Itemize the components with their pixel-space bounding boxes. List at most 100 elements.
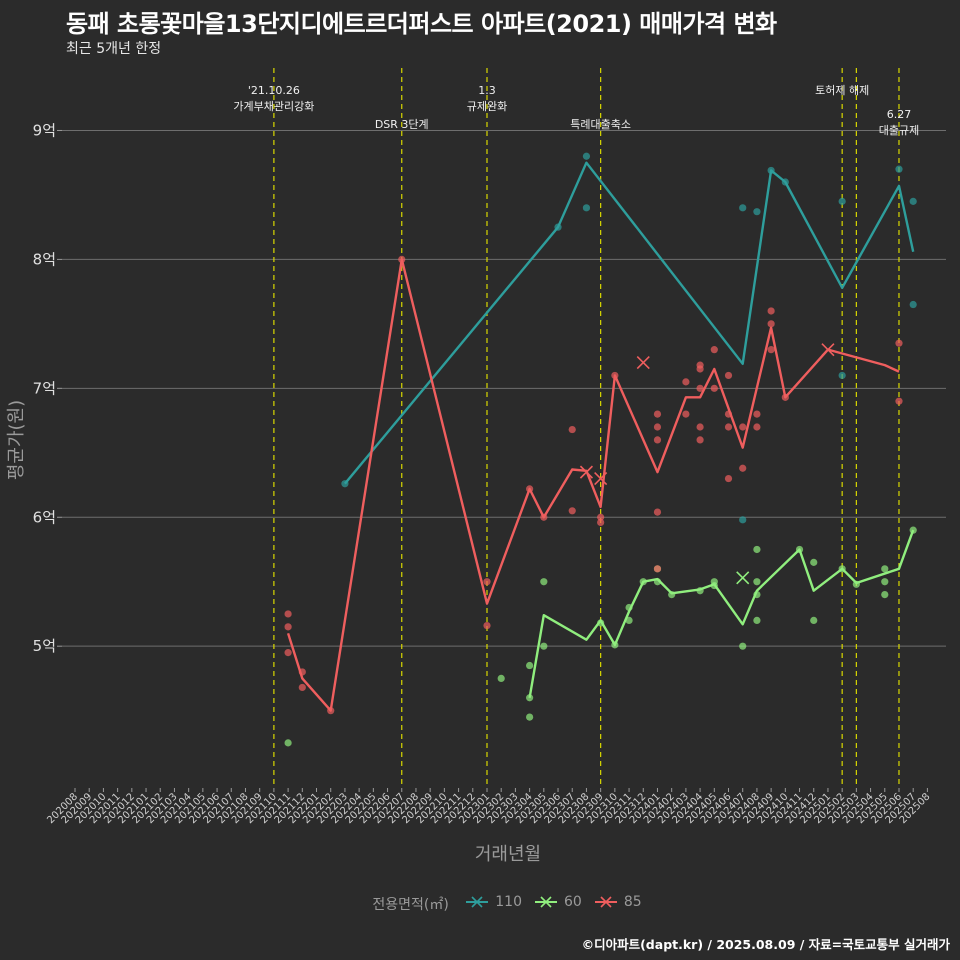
data-point — [739, 516, 747, 524]
data-point — [909, 197, 917, 205]
data-point — [895, 339, 903, 347]
data-point — [881, 565, 889, 573]
chart-subtitle: 최근 5개년 한정 — [66, 41, 162, 57]
data-point — [526, 713, 534, 721]
data-point — [568, 507, 576, 515]
y-tick-label: 7억 — [33, 379, 56, 397]
y-axis-ticks: 5억 6억 7억 8억 9억 — [33, 121, 62, 655]
data-point — [753, 616, 761, 624]
data-point — [284, 739, 292, 747]
data-point — [739, 204, 747, 212]
data-point — [767, 307, 775, 315]
data-point — [895, 397, 903, 405]
data-point — [909, 300, 917, 309]
y-axis-label: 평균가(원) — [6, 400, 27, 480]
policy-lines — [273, 68, 900, 788]
data-point — [497, 674, 505, 683]
data-point — [653, 565, 662, 573]
data-point — [753, 410, 761, 418]
cross-mark — [636, 355, 650, 370]
chart-title: 동패 초롱꽃마을13단지디에트르더퍼스트 아파트(2021) 매매가격 변화 — [66, 10, 777, 38]
policy-annotation: 토허제 해제 — [815, 83, 869, 97]
data-point — [767, 320, 775, 328]
y-tick-label: 5억 — [33, 637, 56, 655]
data-point — [724, 474, 733, 483]
data-point — [568, 425, 576, 434]
data-point — [483, 621, 491, 630]
y-tick-label: 8억 — [33, 250, 56, 268]
data-point — [753, 208, 761, 216]
data-point — [739, 464, 747, 472]
data-point — [753, 578, 761, 586]
data-point — [682, 378, 690, 386]
policy-annotation: 대출규제 — [879, 124, 919, 137]
series-layer — [284, 152, 917, 747]
policy-annotation: 1.3 — [478, 84, 496, 97]
data-point — [753, 423, 761, 431]
data-point — [597, 513, 605, 521]
data-point — [540, 642, 548, 650]
policy-annotation: 규제완화 — [467, 100, 507, 113]
series-line — [286, 258, 900, 712]
data-point — [582, 204, 591, 212]
legend-title: 전용면적(㎡) — [372, 897, 449, 913]
legend-label: 60 — [563, 894, 582, 910]
data-point — [838, 371, 846, 380]
legend: 전용면적(㎡) 110 60 85 — [0, 894, 960, 914]
legend-label: 85 — [623, 894, 642, 910]
data-point — [767, 346, 775, 354]
policy-annotation: DSR 3단계 — [375, 118, 429, 131]
legend-item-60: 60 — [534, 894, 582, 910]
data-point — [895, 165, 903, 173]
data-point — [653, 508, 662, 516]
x-axis-ticks: 2020082020092020102020112020122021012021… — [45, 788, 933, 826]
legend-swatch — [594, 896, 617, 908]
cross-mark — [594, 472, 608, 486]
data-point — [881, 591, 889, 599]
y-tick-label: 6억 — [33, 508, 56, 526]
series-110 — [341, 152, 917, 524]
data-point — [653, 436, 662, 444]
legend-swatch — [466, 896, 489, 908]
source-caption: ©디아파트(dapt.kr) / 2025.08.09 / 자료=국토교통부 실… — [581, 937, 950, 952]
data-point — [710, 346, 718, 354]
legend-item-110: 110 — [465, 894, 522, 910]
data-point — [653, 423, 662, 431]
cross-mark — [736, 571, 750, 585]
data-point — [298, 683, 306, 692]
policy-annotation: 특례대출축소 — [570, 118, 631, 131]
data-point — [284, 610, 292, 618]
data-point — [810, 616, 818, 624]
data-point — [284, 623, 292, 631]
data-point — [810, 558, 818, 566]
data-point — [696, 436, 704, 444]
policy-annotation: 6.27 — [887, 108, 912, 121]
series-line — [528, 529, 915, 699]
data-point — [696, 384, 704, 392]
data-point — [881, 578, 889, 586]
series-60 — [284, 526, 917, 747]
series-line — [343, 161, 915, 485]
grid-lines — [62, 129, 946, 647]
data-point — [739, 423, 747, 431]
legend-items: 110 60 85 — [459, 894, 647, 913]
cross-mark — [821, 343, 835, 357]
data-point — [284, 649, 292, 657]
legend-swatch — [534, 896, 557, 908]
data-point — [710, 384, 718, 392]
data-point — [739, 642, 747, 650]
data-point — [582, 152, 591, 160]
data-point — [838, 197, 846, 205]
data-point — [682, 410, 690, 418]
x-axis-label: 거래년월 — [475, 844, 541, 865]
legend-item-85: 85 — [594, 894, 642, 910]
data-point — [753, 545, 761, 554]
data-point — [653, 410, 662, 418]
policy-annotation: '21.10.26 — [248, 84, 300, 97]
policy-annotation: 가계부채관리강화 — [233, 100, 314, 113]
data-point — [724, 423, 733, 431]
data-point — [724, 371, 733, 380]
y-tick-label: 9억 — [33, 121, 56, 139]
